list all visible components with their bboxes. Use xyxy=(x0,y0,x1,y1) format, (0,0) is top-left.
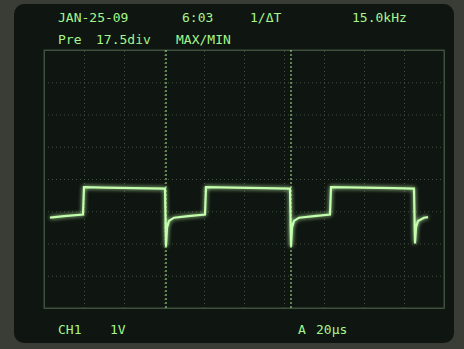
readout: 15.0kHz xyxy=(352,10,407,25)
plot xyxy=(44,50,445,309)
y-grid-line xyxy=(44,147,444,148)
cursor xyxy=(291,50,292,308)
y-tick xyxy=(44,147,444,148)
axis-line xyxy=(45,50,445,309)
y-tick xyxy=(44,82,444,83)
y-tick xyxy=(44,244,444,245)
readout: A xyxy=(298,322,306,337)
display xyxy=(14,4,454,343)
y-grid-line xyxy=(44,115,444,116)
y-grid-line xyxy=(44,276,444,277)
scope-screen: JAN-25-09 6:03 1/ΔT 15.0kHz Pre 17.5div MAX/MI… xyxy=(0,0,464,349)
y-tick xyxy=(44,115,444,116)
readout: MAX/MIN xyxy=(176,32,231,47)
y-tick xyxy=(44,211,444,212)
y-grid-line xyxy=(44,82,444,83)
y-tick xyxy=(44,276,444,277)
marks xyxy=(50,50,428,308)
cursor xyxy=(166,50,167,308)
frame xyxy=(44,50,444,308)
axis-line xyxy=(45,51,445,309)
readout: 6:03 xyxy=(182,10,213,25)
trace xyxy=(50,187,428,247)
y-tick xyxy=(44,179,444,180)
readout: 1V xyxy=(110,322,126,337)
readout: CH1 xyxy=(58,322,81,337)
y-grid-line xyxy=(44,179,444,180)
readout: 1/ΔT xyxy=(250,10,281,25)
y-grid-line xyxy=(44,244,444,245)
bezel xyxy=(0,0,464,349)
readout: 17.5div xyxy=(96,32,151,47)
x-axis xyxy=(45,50,445,309)
y-axis xyxy=(44,51,444,309)
readout: JAN-25-09 xyxy=(58,10,128,25)
readout: Pre xyxy=(58,32,82,47)
readout: 20μs xyxy=(316,322,347,337)
y-grid-line xyxy=(44,211,444,212)
